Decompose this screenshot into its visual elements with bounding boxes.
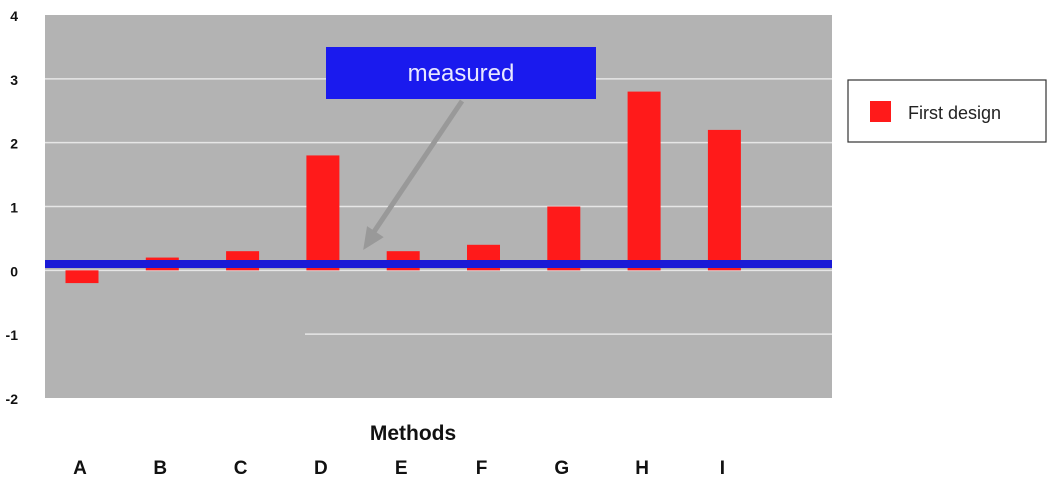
- x-tick-label: D: [314, 458, 328, 479]
- annotation-arrowhead: [363, 226, 384, 250]
- annotation-box: [326, 47, 596, 99]
- x-axis-tick-labels: A B C D E F G H I: [73, 458, 725, 479]
- y-tick-label: 2: [10, 136, 18, 152]
- y-tick-label: -2: [6, 391, 19, 407]
- legend-swatch: [870, 101, 891, 122]
- x-tick-label: H: [635, 458, 649, 479]
- bar: [306, 155, 340, 271]
- bar: [547, 206, 581, 271]
- x-tick-label: B: [153, 458, 167, 479]
- annotation-arrow: [369, 99, 465, 238]
- bar: [65, 270, 99, 284]
- y-tick-label: 3: [10, 72, 18, 88]
- y-tick-label: 1: [10, 200, 18, 216]
- bar: [627, 91, 661, 271]
- x-axis-title: Methods: [370, 422, 456, 445]
- x-tick-label: F: [476, 458, 488, 479]
- bar: [707, 129, 741, 271]
- x-tick-label: G: [554, 458, 569, 479]
- x-tick-label: A: [73, 458, 87, 479]
- x-tick-label: C: [234, 458, 248, 479]
- y-tick-label: 0: [10, 263, 18, 279]
- y-tick-label: 4: [10, 8, 18, 24]
- y-axis-tick-labels: 4 3 2 1 0 -1 -2: [6, 8, 19, 407]
- y-tick-label: -1: [6, 327, 19, 343]
- annotation-label: measured: [408, 60, 515, 87]
- x-tick-label: E: [395, 458, 408, 479]
- legend: First design: [847, 79, 1047, 143]
- annotation: measured: [326, 47, 596, 250]
- legend-label: First design: [908, 103, 1001, 123]
- x-tick-label: I: [720, 458, 725, 479]
